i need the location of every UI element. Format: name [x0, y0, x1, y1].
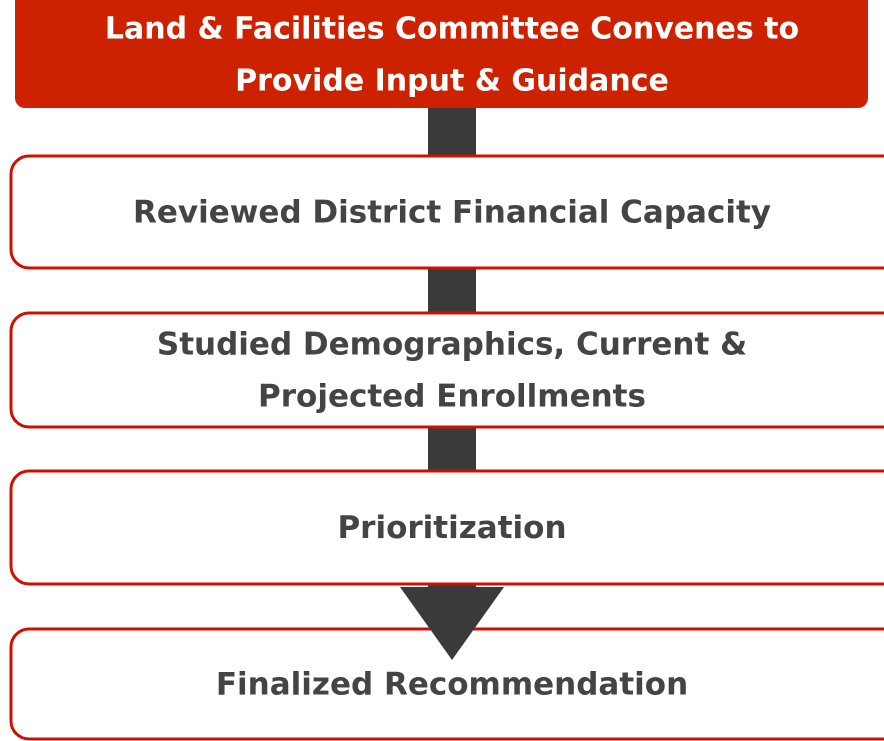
- step-text: Prioritization: [337, 510, 566, 546]
- header-text: Provide Input & Guidance: [235, 64, 669, 99]
- step-box: [9, 469, 884, 586]
- header-box: [15, 0, 868, 108]
- step-text: Studied Demographics, Current &: [157, 327, 747, 363]
- boxes: [9, 0, 884, 741]
- labels: Land & Facilities Committee Convenes to P…: [105, 12, 799, 703]
- arrow-head: [400, 587, 504, 660]
- step-box: [9, 311, 884, 429]
- step-text: Reviewed District Financial Capacity: [133, 195, 771, 231]
- step-box: [9, 154, 884, 270]
- step-text: Projected Enrollments: [258, 379, 646, 415]
- step-text: Finalized Recommendation: [216, 667, 688, 703]
- header-text: Land & Facilities Committee Convenes to: [105, 12, 799, 47]
